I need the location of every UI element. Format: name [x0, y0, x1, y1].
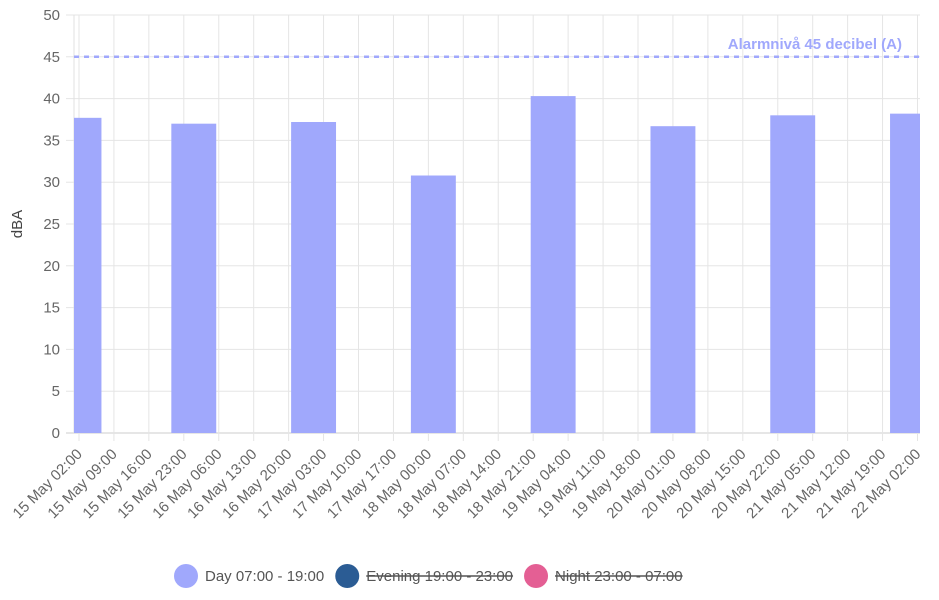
bar[interactable] [890, 113, 920, 433]
bar[interactable] [650, 126, 696, 434]
y-axis-title: dBA [9, 210, 26, 238]
y-tick-label: 10 [43, 341, 60, 358]
annotations: Alarmnivå 45 decibel (A) [74, 36, 920, 59]
alarm-label: Alarmnivå 45 decibel (A) [728, 36, 902, 53]
y-tick-label: 5 [52, 383, 60, 400]
legend-swatch [335, 564, 360, 588]
y-tick-label: 50 [43, 7, 60, 24]
legend-swatch [174, 564, 198, 588]
legend-label: Day 07:00 - 19:00 [205, 568, 324, 585]
bar[interactable] [74, 117, 102, 433]
legend-swatch [524, 564, 549, 588]
legend-item[interactable]: Evening 19:00 - 23:00 [335, 564, 514, 588]
bars [74, 96, 920, 434]
bar[interactable] [770, 115, 816, 433]
legend: Day 07:00 - 19:00 Evening 19:00 - 23:00 Ni… [174, 564, 683, 588]
bar[interactable] [171, 123, 217, 434]
y-tick-label: 15 [43, 300, 60, 317]
y-tick-label: 25 [43, 216, 60, 233]
y-axis: 0 5 10 15 20 25 30 35 40 45 50 [43, 7, 60, 442]
y-tick-label: 45 [43, 49, 60, 66]
y-tick-label: 0 [52, 425, 60, 442]
bar[interactable] [530, 96, 576, 433]
legend-item[interactable]: Day 07:00 - 19:00 [174, 564, 324, 588]
legend-item[interactable]: Night 23:00 - 07:00 [524, 564, 683, 588]
y-tick-label: 35 [43, 132, 60, 149]
y-tick-label: 40 [43, 91, 60, 108]
bar[interactable] [410, 175, 456, 433]
y-tick-label: 20 [43, 258, 60, 275]
bar[interactable] [291, 122, 337, 434]
y-tick-label: 30 [43, 174, 60, 191]
